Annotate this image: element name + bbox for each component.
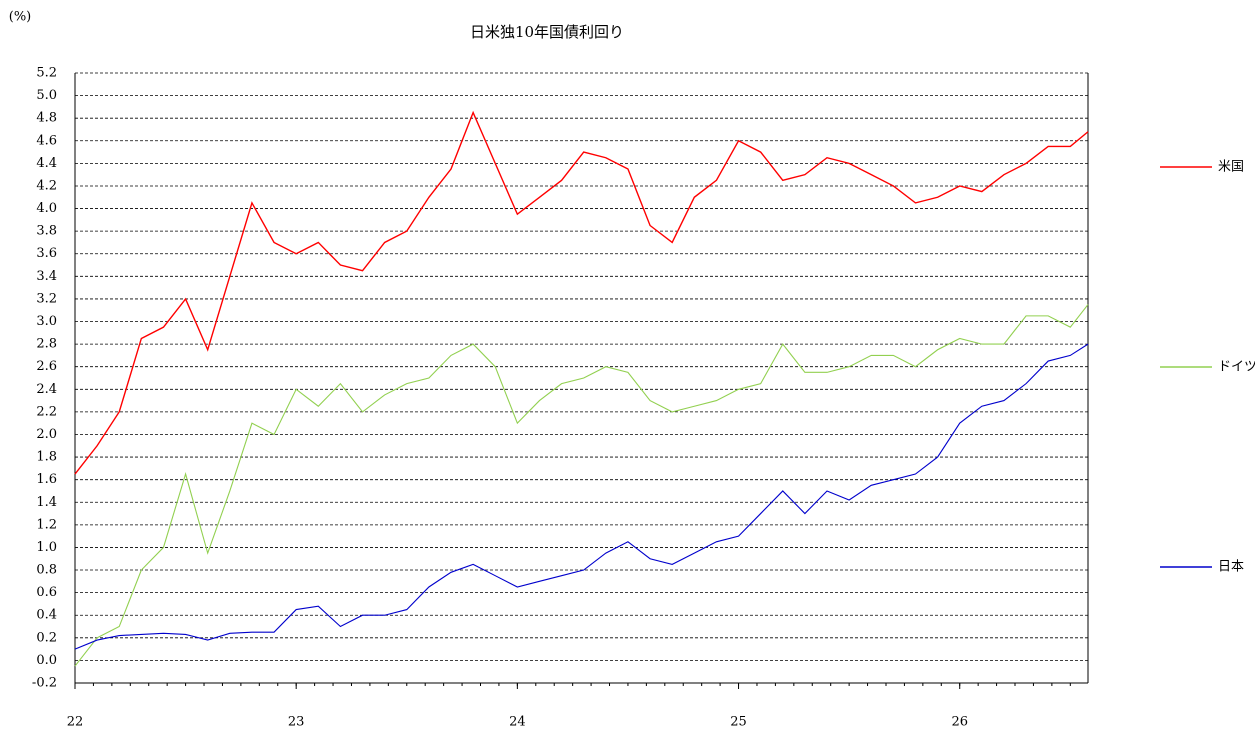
y-tick-label: 4.6	[36, 133, 57, 148]
y-tick-label: 4.8	[36, 111, 57, 126]
y-tick-label: 4.4	[36, 156, 57, 171]
y-tick-label: 0.0	[36, 653, 57, 668]
legend-label: 米国	[1218, 160, 1244, 175]
y-tick-label: 2.2	[36, 404, 57, 419]
x-tick-label: 24	[509, 715, 526, 730]
y-tick-label: 1.2	[36, 517, 57, 532]
y-tick-label: 1.6	[36, 472, 57, 487]
y-tick-label: 1.8	[36, 450, 57, 465]
y-tick-label: 0.8	[36, 563, 57, 578]
y-tick-label: 2.0	[36, 427, 57, 442]
y-tick-label: 4.0	[36, 201, 57, 216]
series-line	[74, 343, 1089, 650]
y-axis-label: (%)	[9, 10, 32, 25]
series-line	[74, 304, 1089, 667]
y-tick-label: 4.2	[36, 178, 57, 193]
y-tick-label: 2.4	[36, 382, 57, 397]
y-tick-label: 5.2	[36, 66, 57, 81]
y-tick-label: 1.4	[36, 495, 57, 510]
y-tick-label: 0.6	[36, 585, 57, 600]
y-tick-label: 3.4	[36, 269, 57, 284]
legend-label: 日本	[1218, 560, 1244, 575]
y-tick-label: 3.6	[36, 246, 57, 261]
chart-title: 日米独10年国債利回り	[470, 23, 624, 41]
y-tick-label: 1.0	[36, 540, 57, 555]
y-tick-label: 3.0	[36, 314, 57, 329]
x-tick-label: 22	[67, 715, 84, 730]
y-tick-label: 5.0	[36, 88, 57, 103]
x-tick-label: 26	[951, 715, 968, 730]
y-tick-label: 2.6	[36, 359, 57, 374]
y-tick-label: -0.2	[32, 676, 57, 691]
y-tick-label: 2.8	[36, 337, 57, 352]
legend-label: ドイツ	[1218, 360, 1255, 375]
y-tick-label: 0.2	[36, 630, 57, 645]
x-tick-label: 25	[730, 715, 747, 730]
x-tick-label: 23	[288, 715, 305, 730]
y-tick-label: 3.8	[36, 224, 57, 239]
series-line	[74, 110, 1089, 475]
y-tick-label: 0.4	[36, 608, 57, 623]
y-tick-label: 3.2	[36, 291, 57, 306]
